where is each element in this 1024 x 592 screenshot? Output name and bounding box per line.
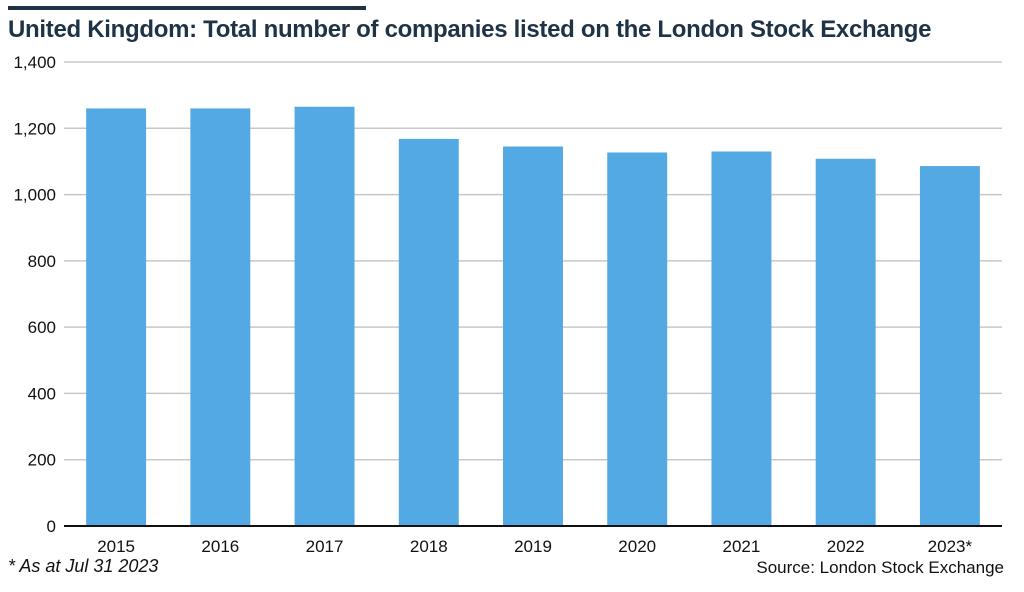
bar: [919, 166, 980, 526]
y-tick-label: 1,200: [13, 119, 56, 138]
bars: [86, 106, 980, 527]
bar: [398, 138, 459, 527]
bar: [711, 151, 772, 526]
bar: [503, 146, 563, 526]
y-axis-ticks: 0 200 400 600 800 1,000 1,200 1,400: [13, 53, 56, 536]
y-tick-label: 1,400: [13, 53, 56, 72]
y-tick-label: 600: [28, 318, 56, 337]
title-rule: [8, 6, 366, 10]
bar: [86, 108, 147, 527]
bar: [607, 152, 668, 527]
x-tick-label: 2018: [410, 537, 448, 556]
x-tick-label: 2020: [618, 537, 656, 556]
x-tick-label: 2016: [201, 537, 239, 556]
chart-title: United Kingdom: Total number of companie…: [8, 16, 932, 43]
y-tick-label: 1,000: [13, 186, 56, 205]
x-tick-label: 2023*: [928, 537, 973, 556]
x-axis-ticks: 2015 2016 2017 2018 2019 2020 2021 2022 2023*: [97, 537, 972, 556]
footnote: * As at Jul 31 2023: [8, 556, 159, 576]
x-tick-label: 2015: [97, 537, 135, 556]
y-tick-label: 400: [28, 384, 56, 403]
x-tick-label: 2022: [827, 537, 865, 556]
x-tick-label: 2021: [723, 537, 761, 556]
y-tick-label: 200: [28, 451, 56, 470]
y-tick-label: 800: [28, 252, 56, 271]
x-tick-label: 2017: [306, 537, 344, 556]
bar: [815, 158, 876, 526]
x-tick-label: 2019: [514, 537, 552, 556]
y-tick-label: 0: [47, 517, 56, 536]
bar: [294, 106, 355, 526]
bar: [190, 108, 251, 527]
source-note: Source: London Stock Exchange: [756, 558, 1004, 577]
